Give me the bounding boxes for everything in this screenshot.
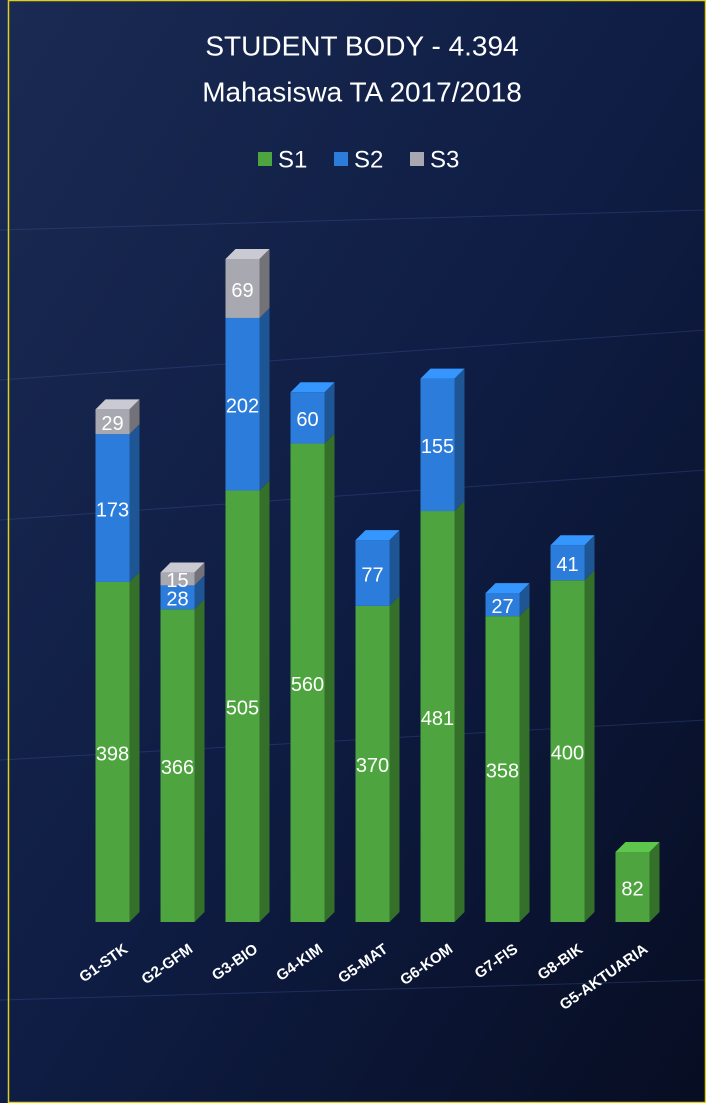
bar xyxy=(160,572,195,586)
value-label: 41 xyxy=(556,554,578,576)
bar xyxy=(290,392,325,444)
bar-top xyxy=(355,530,400,541)
value-label: 77 xyxy=(361,564,383,586)
bar-side xyxy=(194,562,205,586)
bar-side xyxy=(584,570,595,922)
value-label: 69 xyxy=(231,280,253,302)
bar xyxy=(160,585,195,610)
value-label: 15 xyxy=(166,570,188,592)
value-label: 505 xyxy=(226,698,259,720)
value-label: 400 xyxy=(551,742,584,764)
value-label: 481 xyxy=(421,708,454,730)
bar-side xyxy=(259,249,270,318)
bar xyxy=(95,581,130,922)
bar xyxy=(420,378,455,512)
bar-side xyxy=(129,571,140,922)
bar-side xyxy=(194,599,205,922)
chart-subtitle: Mahasiswa TA 2017/2018 xyxy=(202,76,522,107)
value-label: 155 xyxy=(421,436,454,458)
value-label: 358 xyxy=(486,760,519,782)
value-label: 27 xyxy=(491,596,513,618)
bar-top xyxy=(615,841,660,852)
bar-top xyxy=(95,399,140,410)
bar xyxy=(615,851,650,922)
bar xyxy=(95,434,130,582)
bar-side xyxy=(129,424,140,582)
value-label: 82 xyxy=(621,878,643,900)
bar-top xyxy=(420,368,465,379)
bar-top xyxy=(160,562,205,573)
bar-side xyxy=(324,433,335,922)
chart-title: STUDENT BODY - 4.394 xyxy=(205,30,518,61)
bar xyxy=(355,605,390,922)
legend-swatch xyxy=(258,152,272,166)
value-label: 173 xyxy=(96,499,129,521)
bar xyxy=(550,580,585,922)
bar-side xyxy=(259,307,270,491)
bar xyxy=(485,593,520,617)
bar-side xyxy=(649,841,660,922)
bar-side xyxy=(454,501,465,922)
bar-side xyxy=(389,595,400,922)
bar xyxy=(420,511,455,922)
bar xyxy=(225,490,260,922)
value-label: 60 xyxy=(296,409,318,431)
value-label: 560 xyxy=(291,674,324,696)
bar xyxy=(225,259,260,318)
legend-swatch xyxy=(410,152,424,166)
value-label: 29 xyxy=(101,413,123,435)
value-label: 366 xyxy=(161,757,194,779)
legend-label: S3 xyxy=(430,146,459,173)
bar-top xyxy=(290,382,335,393)
value-label: 28 xyxy=(166,589,188,611)
bar xyxy=(290,443,325,922)
value-label: 202 xyxy=(226,396,259,418)
bar xyxy=(95,409,130,435)
bar xyxy=(550,545,585,581)
bar-side xyxy=(129,399,140,435)
value-label: 398 xyxy=(96,743,129,765)
bar xyxy=(355,540,390,606)
legend-label: S2 xyxy=(354,146,383,173)
legend-swatch xyxy=(334,152,348,166)
bar-top xyxy=(225,249,270,259)
bar-side xyxy=(324,382,335,444)
bar-side xyxy=(454,368,465,512)
bar xyxy=(225,317,260,491)
legend-label: S1 xyxy=(278,146,307,173)
bar-side xyxy=(389,530,400,606)
value-label: 370 xyxy=(356,755,389,777)
bar-side xyxy=(194,575,205,610)
bar-top xyxy=(550,535,595,546)
bar-side xyxy=(259,480,270,922)
bar-side xyxy=(519,606,530,922)
bar-side xyxy=(519,583,530,617)
bar-side xyxy=(584,535,595,581)
bar xyxy=(485,616,520,922)
bar-top xyxy=(485,583,530,594)
bar xyxy=(160,609,195,922)
